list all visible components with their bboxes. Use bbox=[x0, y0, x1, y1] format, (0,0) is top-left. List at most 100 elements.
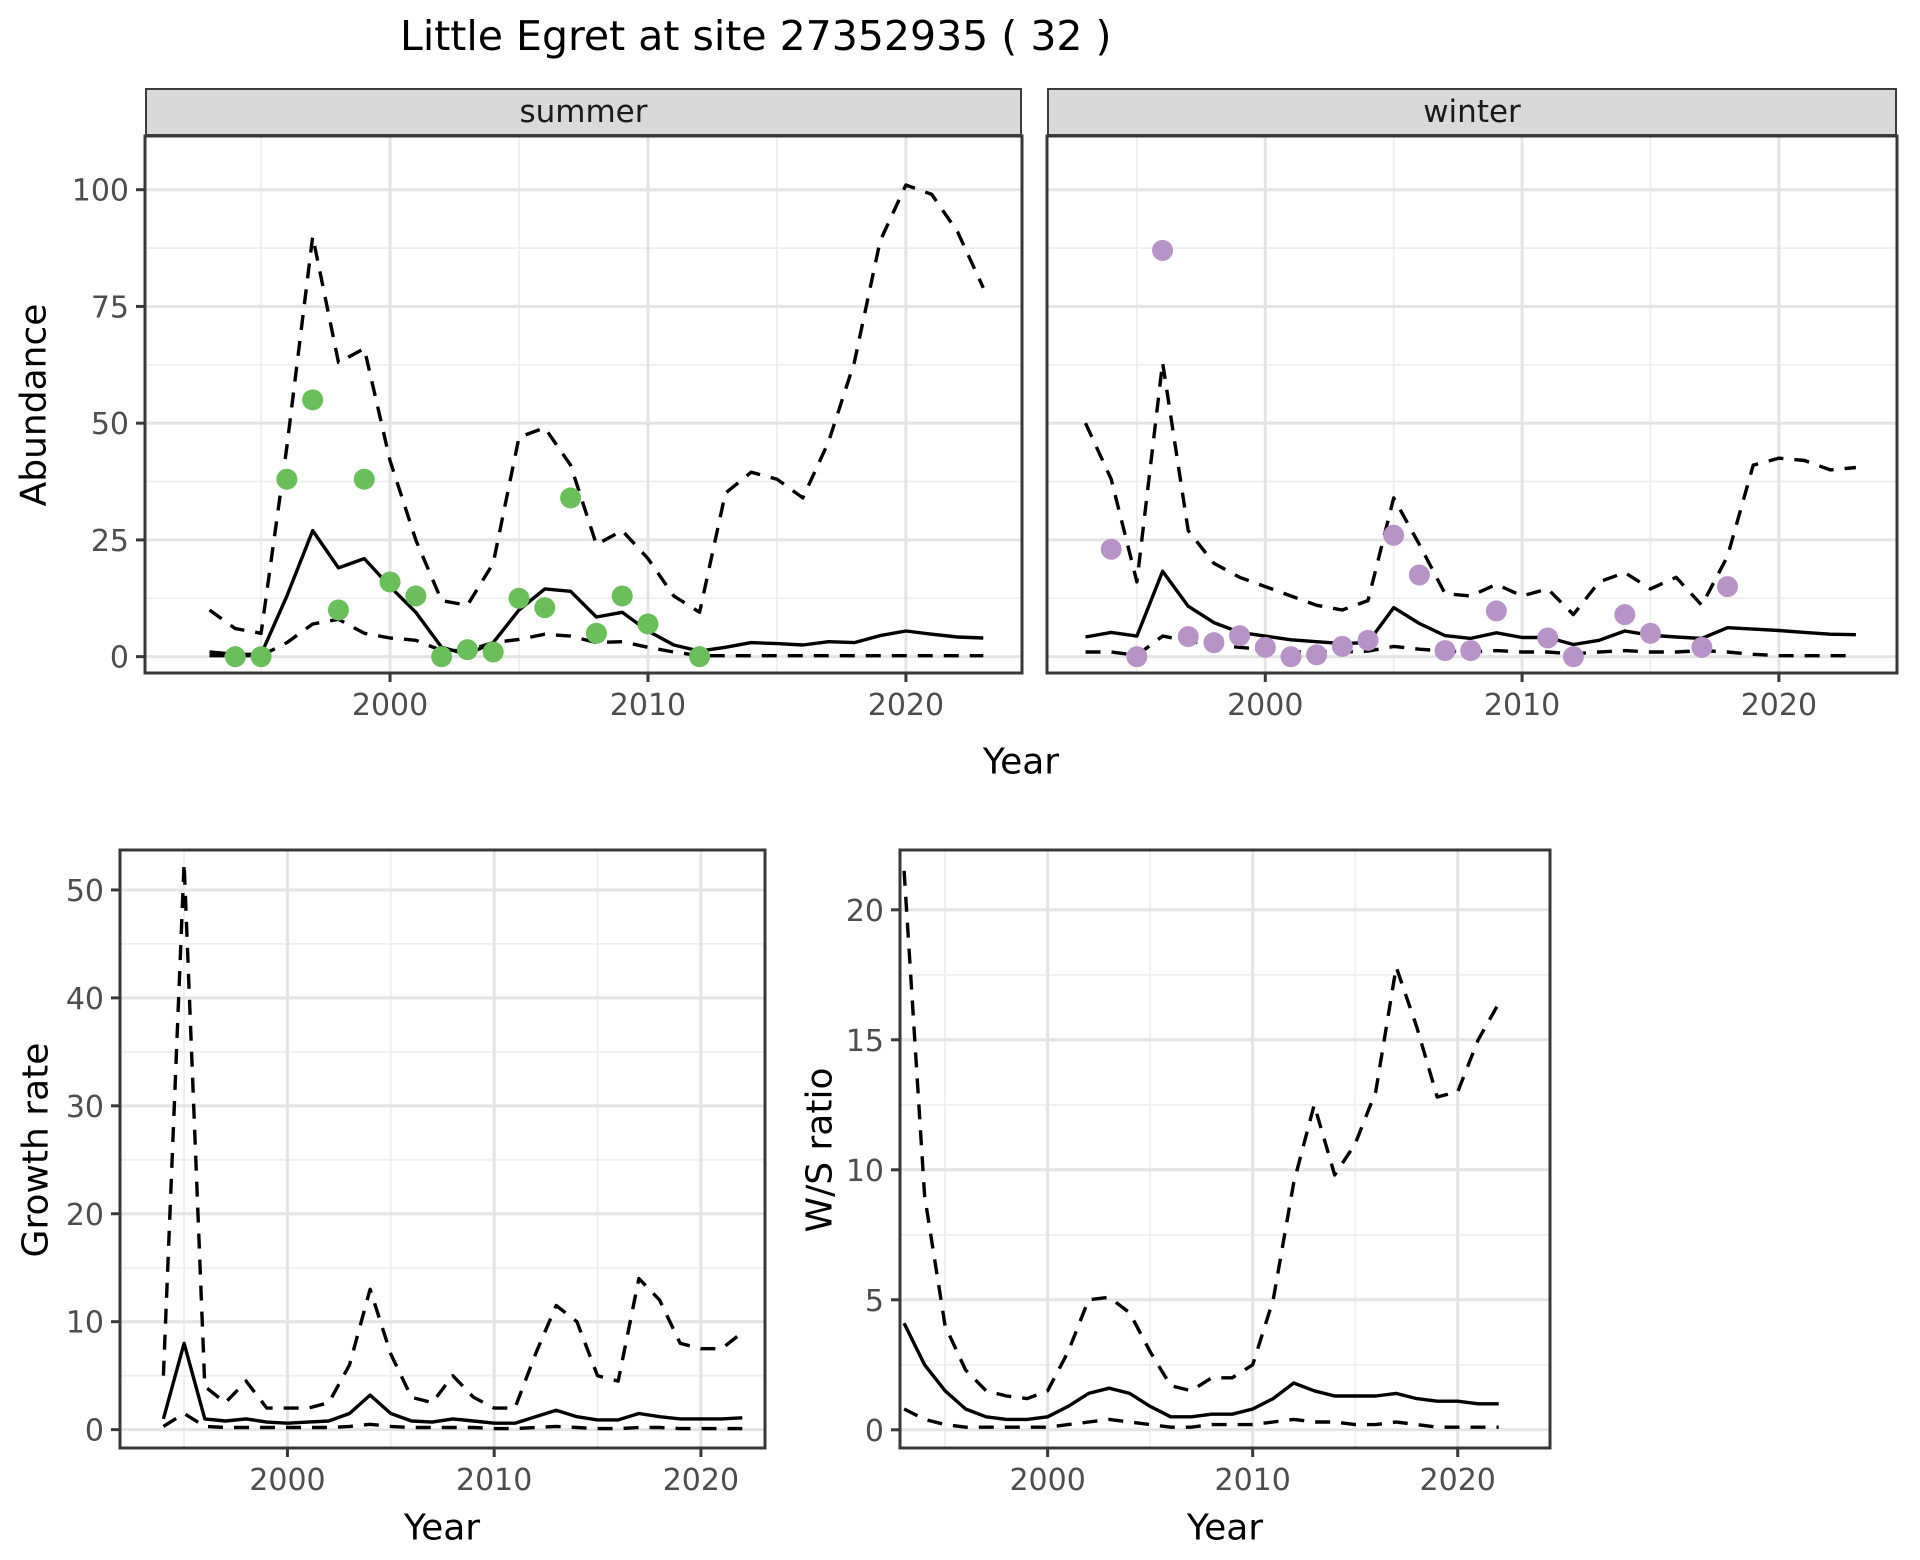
abundance-summer-point bbox=[250, 646, 272, 668]
abundance-winter-point bbox=[1280, 646, 1302, 668]
abundance-summer-observations bbox=[224, 389, 711, 668]
abundance-winter-point bbox=[1562, 646, 1584, 668]
abundance-summer-axis: 2000 2010 2020 0 25 50 75 100 bbox=[72, 174, 944, 723]
y-tick-label: 20 bbox=[66, 1198, 104, 1233]
abundance-winter-point bbox=[1306, 644, 1328, 666]
y-tick-label: 50 bbox=[66, 874, 104, 909]
abundance-winter-point bbox=[1691, 636, 1713, 658]
x-tick-label: 2000 bbox=[352, 688, 428, 723]
x-axis-title-ws-ratio: Year bbox=[1186, 1507, 1264, 1549]
abundance-summer-gridlines bbox=[145, 136, 1022, 673]
y-axis-title-ws-ratio: W/S ratio bbox=[799, 1067, 841, 1233]
x-tick-label: 2010 bbox=[1484, 688, 1560, 723]
x-axis-title-top: Year bbox=[982, 741, 1060, 783]
y-tick-label: 0 bbox=[85, 1414, 104, 1449]
abundance-summer-upper-ci bbox=[208, 183, 985, 635]
abundance-winter-point bbox=[1434, 640, 1456, 662]
ws-ratio-upper-ci bbox=[902, 870, 1501, 1401]
facet-strip-winter-label: winter bbox=[1423, 94, 1521, 130]
x-tick-label: 2020 bbox=[1741, 688, 1817, 723]
y-tick-label: 20 bbox=[846, 894, 884, 929]
abundance-winter-point bbox=[1460, 640, 1482, 662]
growth-rate-fit bbox=[161, 1341, 743, 1425]
abundance-winter-border bbox=[1045, 134, 1899, 675]
abundance-summer-point bbox=[327, 599, 349, 621]
panel-growth-rate: 2000 2010 2020 0 10 20 30 40 50 bbox=[66, 848, 767, 1498]
abundance-winter-point bbox=[1717, 576, 1739, 598]
growth-rate-series bbox=[161, 861, 744, 1431]
abundance-winter-point bbox=[1126, 646, 1148, 668]
abundance-winter-point bbox=[1229, 625, 1251, 647]
ws-ratio-axis: 2000 2010 2020 0 5 10 15 20 bbox=[846, 894, 1496, 1498]
abundance-winter-point bbox=[1100, 538, 1122, 560]
x-tick-label: 2020 bbox=[1420, 1463, 1496, 1498]
x-tick-label: 2010 bbox=[456, 1463, 532, 1498]
x-tick-label: 2000 bbox=[1227, 688, 1303, 723]
panel-ws-ratio: 2000 2010 2020 0 5 10 15 20 bbox=[846, 848, 1552, 1498]
ws-ratio-lower-ci bbox=[903, 1407, 1499, 1429]
abundance-winter-axis: 2000 2010 2020 bbox=[1227, 673, 1817, 723]
panel-abundance-winter: 2000 2010 2020 bbox=[1045, 134, 1899, 723]
abundance-winter-point bbox=[1357, 629, 1379, 651]
ws-ratio-series bbox=[902, 870, 1501, 1429]
ws-ratio-gridlines bbox=[900, 850, 1550, 1448]
abundance-summer-point bbox=[302, 389, 324, 411]
growth-rate-border bbox=[118, 848, 767, 1450]
abundance-summer-point bbox=[585, 622, 607, 644]
y-tick-label: 75 bbox=[91, 290, 129, 325]
abundance-winter-point bbox=[1639, 622, 1661, 644]
abundance-summer-point bbox=[405, 585, 427, 607]
abundance-winter-upper-ci bbox=[1083, 360, 1857, 617]
y-tick-label: 30 bbox=[66, 1090, 104, 1125]
abundance-summer-point bbox=[508, 587, 530, 609]
abundance-winter-series bbox=[1083, 239, 1857, 668]
y-tick-label: 15 bbox=[846, 1024, 884, 1059]
facet-strip-winter: winter bbox=[1047, 88, 1897, 136]
ws-ratio-fit bbox=[902, 1322, 1499, 1422]
y-tick-label: 5 bbox=[865, 1284, 884, 1319]
abundance-winter-point bbox=[1485, 600, 1507, 622]
abundance-winter-point bbox=[1537, 627, 1559, 649]
facet-strip-summer-label: summer bbox=[519, 94, 648, 130]
abundance-summer-point bbox=[534, 597, 556, 619]
y-tick-label: 100 bbox=[72, 174, 129, 209]
plot-title: Little Egret at site 27352935 ( 32 ) bbox=[400, 12, 1112, 60]
y-tick-label: 50 bbox=[91, 407, 129, 442]
abundance-winter-point bbox=[1152, 239, 1174, 261]
abundance-winter-point bbox=[1203, 632, 1225, 654]
y-tick-label: 40 bbox=[66, 982, 104, 1017]
abundance-winter-point bbox=[1383, 524, 1405, 546]
x-tick-label: 2000 bbox=[1009, 1463, 1085, 1498]
y-tick-label: 0 bbox=[110, 641, 129, 676]
growth-rate-upper-ci bbox=[161, 861, 744, 1410]
y-tick-label: 10 bbox=[846, 1154, 884, 1189]
abundance-summer-point bbox=[276, 468, 298, 490]
abundance-summer-point bbox=[637, 613, 659, 635]
x-tick-label: 2010 bbox=[610, 688, 686, 723]
abundance-winter-fit bbox=[1085, 569, 1856, 647]
abundance-summer-point bbox=[431, 646, 453, 668]
abundance-summer-point bbox=[353, 468, 375, 490]
facet-strip-summer: summer bbox=[145, 88, 1022, 136]
y-tick-label: 0 bbox=[865, 1414, 884, 1449]
y-tick-label: 25 bbox=[91, 524, 129, 559]
abundance-summer-border bbox=[143, 134, 1024, 675]
x-tick-label: 2020 bbox=[868, 688, 944, 723]
abundance-summer-point bbox=[689, 646, 711, 668]
abundance-summer-series bbox=[208, 183, 985, 668]
panel-abundance-summer: 2000 2010 2020 0 25 50 75 100 bbox=[72, 134, 1024, 723]
y-axis-title-abundance: Abundance bbox=[13, 303, 55, 507]
growth-rate-gridlines bbox=[120, 850, 765, 1448]
growth-rate-axis: 2000 2010 2020 0 10 20 30 40 50 bbox=[66, 874, 739, 1498]
abundance-winter-point bbox=[1177, 626, 1199, 648]
abundance-summer-point bbox=[611, 585, 633, 607]
abundance-summer-point bbox=[379, 571, 401, 593]
abundance-summer-point bbox=[560, 487, 582, 509]
abundance-summer-point bbox=[482, 641, 504, 663]
growth-rate-lower-ci bbox=[162, 1411, 743, 1431]
abundance-winter-gridlines bbox=[1047, 136, 1897, 673]
abundance-winter-point bbox=[1254, 636, 1276, 658]
x-tick-label: 2020 bbox=[663, 1463, 739, 1498]
x-tick-label: 2010 bbox=[1215, 1463, 1291, 1498]
